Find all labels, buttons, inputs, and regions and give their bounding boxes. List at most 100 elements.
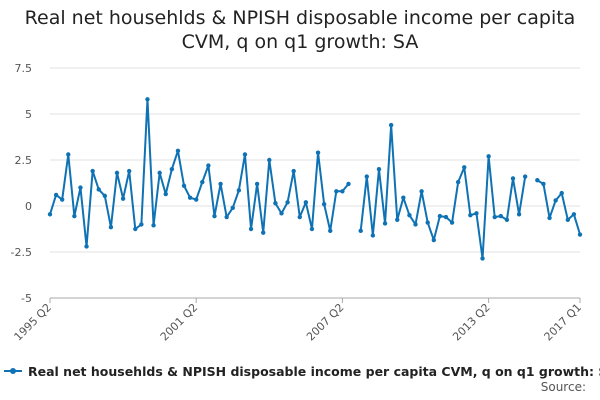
data-point[interactable] [382, 221, 388, 226]
data-point[interactable] [169, 167, 175, 172]
data-point[interactable] [102, 193, 108, 199]
data-point[interactable] [126, 168, 132, 174]
data-point[interactable] [388, 122, 394, 128]
data-point[interactable] [535, 178, 540, 183]
data-point[interactable] [443, 214, 449, 220]
data-point[interactable] [498, 213, 504, 219]
y-tick-label: -5 [21, 292, 32, 305]
data-point[interactable] [547, 215, 552, 221]
data-point[interactable] [486, 154, 491, 159]
legend[interactable]: Real net househlds & NPISH disposable in… [4, 361, 600, 381]
data-point[interactable] [90, 168, 95, 174]
data-point[interactable] [218, 181, 223, 187]
data-point[interactable] [78, 185, 83, 190]
data-point[interactable] [273, 201, 278, 206]
data-point[interactable] [66, 152, 71, 157]
data-point[interactable] [72, 213, 77, 219]
data-point[interactable] [206, 163, 211, 168]
data-point[interactable] [480, 256, 485, 261]
data-point[interactable] [413, 222, 418, 227]
data-point[interactable] [522, 174, 528, 179]
data-point[interactable] [364, 174, 369, 179]
data-point[interactable] [291, 168, 296, 174]
data-point[interactable] [474, 211, 479, 216]
data-point[interactable] [328, 228, 333, 234]
data-point[interactable] [315, 150, 321, 155]
data-point[interactable] [553, 198, 558, 203]
data-point[interactable] [516, 212, 522, 217]
data-point[interactable] [187, 195, 193, 200]
data-point[interactable] [370, 233, 376, 238]
series-line [536, 179, 581, 235]
data-point[interactable] [53, 192, 59, 198]
data-point[interactable] [139, 222, 144, 227]
source-label: Source: [540, 380, 586, 394]
data-point[interactable] [200, 179, 205, 185]
data-point[interactable] [285, 200, 290, 205]
y-tick-label: 5 [25, 108, 32, 121]
data-point[interactable] [242, 152, 248, 157]
data-point[interactable] [120, 196, 126, 201]
y-tick-label: 0 [25, 200, 32, 213]
data-point[interactable] [492, 214, 497, 220]
data-point[interactable] [407, 213, 412, 218]
data-point[interactable] [145, 97, 150, 102]
data-point[interactable] [395, 217, 400, 222]
data-point[interactable] [181, 183, 187, 188]
data-point[interactable] [133, 226, 138, 232]
data-point[interactable] [157, 170, 162, 176]
data-point[interactable] [267, 157, 272, 163]
data-point[interactable] [419, 189, 424, 194]
series-line [49, 98, 350, 248]
data-point[interactable] [401, 195, 406, 200]
data-point[interactable] [163, 191, 168, 197]
data-point[interactable] [449, 220, 455, 225]
x-tick-label: 2013 Q2 [450, 301, 493, 344]
data-point[interactable] [321, 201, 327, 207]
data-point[interactable] [571, 212, 577, 217]
data-point[interactable] [309, 226, 315, 232]
data-point[interactable] [541, 181, 546, 187]
data-point[interactable] [565, 217, 571, 222]
data-point[interactable] [248, 226, 254, 232]
data-point[interactable] [108, 224, 114, 230]
data-point[interactable] [230, 205, 235, 211]
x-tick-label: 2001 Q2 [158, 301, 201, 344]
x-axis: 1995 Q2 2001 Q2 2007 Q2 2013 Q2 2017 Q1 [12, 297, 584, 344]
data-point[interactable] [346, 181, 351, 187]
data-point[interactable] [303, 200, 309, 205]
data-point[interactable] [431, 237, 436, 243]
x-tick-label: 1995 Q2 [12, 301, 55, 344]
data-point[interactable] [84, 244, 89, 249]
data-point[interactable] [559, 190, 564, 196]
series-layer [47, 97, 583, 261]
data-point[interactable] [175, 148, 181, 153]
data-point[interactable] [376, 167, 382, 172]
data-point[interactable] [224, 214, 229, 220]
data-point[interactable] [510, 176, 516, 181]
data-point[interactable] [194, 197, 199, 202]
data-point[interactable] [455, 179, 461, 185]
data-point[interactable] [297, 214, 302, 220]
data-point[interactable] [96, 187, 101, 192]
data-point[interactable] [358, 228, 363, 234]
data-point[interactable] [577, 232, 583, 237]
data-point[interactable] [151, 223, 156, 228]
data-point[interactable] [340, 189, 345, 194]
data-point[interactable] [236, 188, 242, 193]
data-point[interactable] [261, 230, 266, 235]
data-point[interactable] [212, 213, 217, 219]
data-point[interactable] [425, 220, 430, 225]
y-tick-label: -2.5 [11, 246, 32, 259]
data-point[interactable] [334, 189, 339, 194]
data-point[interactable] [437, 213, 443, 219]
data-point[interactable] [114, 170, 120, 176]
data-point[interactable] [279, 211, 284, 216]
data-point[interactable] [504, 217, 510, 222]
data-point[interactable] [462, 165, 467, 170]
data-point[interactable] [59, 197, 65, 202]
data-point[interactable] [47, 212, 53, 217]
data-point[interactable] [254, 181, 260, 187]
data-point[interactable] [468, 213, 473, 218]
x-tick-label: 2007 Q2 [304, 301, 347, 344]
